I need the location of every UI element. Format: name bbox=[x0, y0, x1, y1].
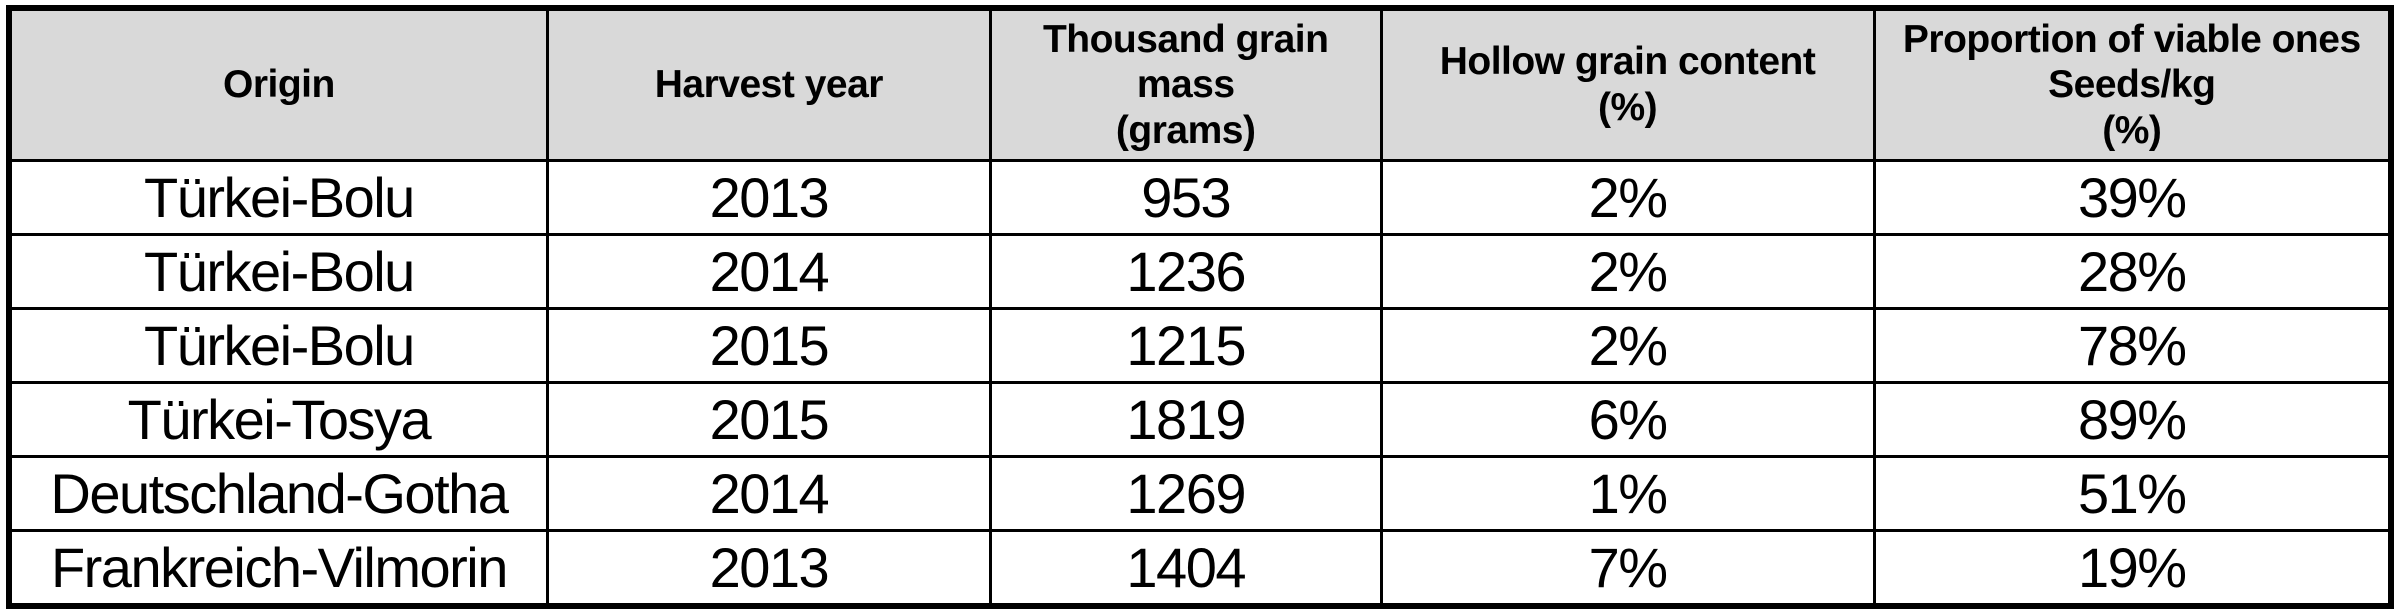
column-header-line: Hollow grain content bbox=[1439, 40, 1816, 84]
table-cell: Deutschland-Gotha bbox=[7, 455, 549, 532]
table-row: Türkei-Tosya 2015 1819 6% 89% bbox=[7, 381, 2393, 458]
table-cell: 2013 bbox=[545, 159, 992, 236]
table-row: Türkei-Bolu 2014 1236 2% 28% bbox=[7, 233, 2393, 310]
table-header: Origin Harvest year Thousand grain mass (gr… bbox=[7, 6, 2393, 162]
column-header-proportion-viable: Proportion of viable ones Seeds/kg (%) bbox=[1872, 6, 2393, 162]
column-header-line: (%) bbox=[2102, 108, 2162, 152]
table-cell: Türkei-Bolu bbox=[7, 307, 549, 384]
seed-quality-table: Origin Harvest year Thousand grain mass (gr… bbox=[6, 5, 2394, 609]
table-row: Deutschland-Gotha 2014 1269 1% 51% bbox=[7, 455, 2393, 532]
table-cell: 2015 bbox=[545, 307, 992, 384]
table-cell: 1269 bbox=[988, 455, 1383, 532]
table-cell: 953 bbox=[988, 159, 1383, 236]
column-header-line: Harvest year bbox=[654, 63, 884, 107]
table-cell: 51% bbox=[1872, 455, 2393, 532]
column-header-harvest-year: Harvest year bbox=[545, 6, 992, 162]
table-cell: 6% bbox=[1379, 381, 1876, 458]
table-cell: Türkei-Tosya bbox=[7, 381, 549, 458]
table-cell: 39% bbox=[1872, 159, 2393, 236]
table-row: Türkei-Bolu 2013 953 2% 39% bbox=[7, 159, 2393, 236]
table-cell: 1819 bbox=[988, 381, 1383, 458]
column-header-hollow-grain-content: Hollow grain content (%) bbox=[1379, 6, 1876, 162]
column-header-line: Proportion of viable ones bbox=[1902, 17, 2361, 61]
table-cell: Frankreich-Vilmorin bbox=[7, 529, 549, 608]
table-body: Türkei-Bolu 2013 953 2% 39% Türkei-Bolu 2014 12… bbox=[7, 159, 2393, 608]
table-cell: 1236 bbox=[988, 233, 1383, 310]
column-header-thousand-grain-mass: Thousand grain mass (grams) bbox=[988, 6, 1383, 162]
table-cell: 2015 bbox=[545, 381, 992, 458]
column-header-line: Thousand grain mass bbox=[1042, 17, 1329, 107]
table-cell: 2014 bbox=[545, 455, 992, 532]
column-header-line: Origin bbox=[222, 63, 335, 107]
table-cell: Türkei-Bolu bbox=[7, 233, 549, 310]
table-cell: 19% bbox=[1872, 529, 2393, 608]
table-cell: 1404 bbox=[988, 529, 1383, 608]
table-cell: 2% bbox=[1379, 159, 1876, 236]
table-cell: 28% bbox=[1872, 233, 2393, 310]
table-cell: 2% bbox=[1379, 307, 1876, 384]
table-row: Türkei-Bolu 2015 1215 2% 78% bbox=[7, 307, 2393, 384]
table-row: Frankreich-Vilmorin 2013 1404 7% 19% bbox=[7, 529, 2393, 608]
table-cell: 89% bbox=[1872, 381, 2393, 458]
column-header-line: (grams) bbox=[1115, 108, 1256, 152]
table-cell: 2% bbox=[1379, 233, 1876, 310]
column-header-line: Seeds/kg bbox=[2048, 63, 2216, 107]
table-cell: 1% bbox=[1379, 455, 1876, 532]
table-cell: 2013 bbox=[545, 529, 992, 608]
header-row: Origin Harvest year Thousand grain mass (gr… bbox=[7, 6, 2393, 162]
table-cell: 7% bbox=[1379, 529, 1876, 608]
column-header-line: (%) bbox=[1597, 86, 1658, 129]
table-cell: 2014 bbox=[545, 233, 992, 310]
table-cell: Türkei-Bolu bbox=[7, 159, 549, 236]
column-header-origin: Origin bbox=[7, 6, 549, 162]
table-cell: 1215 bbox=[988, 307, 1383, 384]
table-cell: 78% bbox=[1872, 307, 2393, 384]
